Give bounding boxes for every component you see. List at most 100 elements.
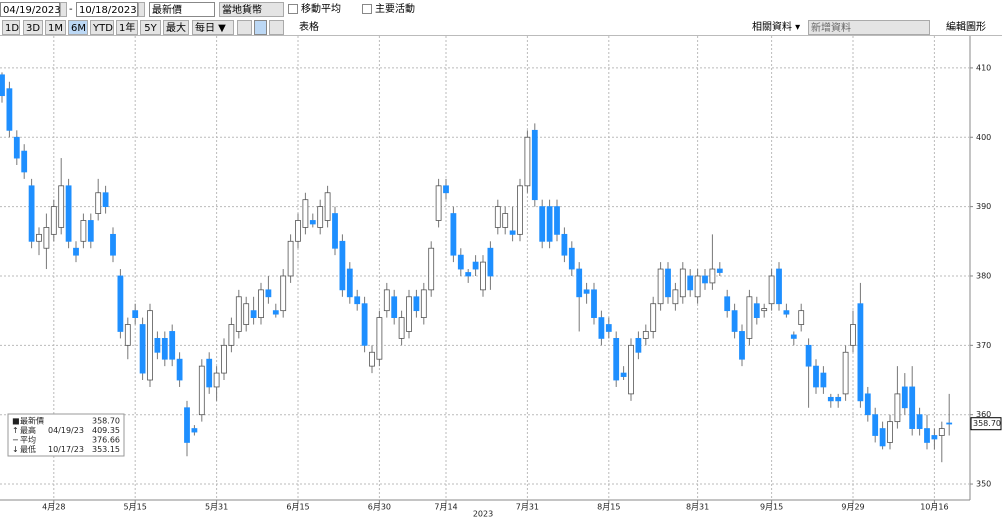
candle-body <box>524 136 531 187</box>
candle-body <box>265 289 272 298</box>
y-tick-label: 380 <box>976 271 991 280</box>
range-button[interactable]: 1M <box>45 20 66 35</box>
candle-body <box>502 213 509 228</box>
candle-body <box>650 303 657 332</box>
candle-body <box>139 324 146 374</box>
legend-date: 04/19/23 <box>48 426 84 435</box>
candle-body <box>43 227 50 249</box>
candle-body <box>346 268 353 298</box>
range-button[interactable]: 6M <box>68 20 88 35</box>
candle-body <box>435 185 442 221</box>
candle-body <box>842 351 849 395</box>
legend-marker: ↑ <box>12 426 19 435</box>
x-tick-label: 9月29 <box>841 503 864 512</box>
candle-body <box>739 331 745 360</box>
moving-average-label[interactable]: 移動平均 <box>301 4 341 15</box>
candle-body <box>413 296 420 312</box>
candle-body <box>605 324 612 332</box>
candle-body <box>790 334 797 339</box>
range-button[interactable]: YTD <box>90 20 114 35</box>
edit-chart-button[interactable]: 編輯圖形 <box>946 22 986 33</box>
legend-name: 最低 <box>20 444 36 454</box>
candle-body <box>302 199 309 228</box>
candle-body <box>931 435 938 440</box>
y-tick-label: 370 <box>976 341 991 350</box>
candle-body <box>95 192 102 214</box>
candle-body <box>28 185 35 242</box>
candle-body <box>850 324 856 346</box>
candle-body <box>635 337 642 353</box>
range-button[interactable]: 1年 <box>116 20 138 35</box>
candle-body <box>783 310 790 315</box>
candle-body <box>702 275 708 284</box>
range-button[interactable]: 1D <box>2 20 20 35</box>
legend-value: 353.15 <box>92 445 120 454</box>
candle-body <box>679 268 686 298</box>
candle-body <box>731 310 738 332</box>
candle-body <box>487 247 494 277</box>
end-date[interactable]: 10/18/2023 <box>76 2 138 17</box>
candle-body <box>391 296 398 318</box>
candle-body <box>87 220 94 242</box>
range-button[interactable]: 3D <box>23 20 43 35</box>
candle-body <box>184 407 190 443</box>
candle-body <box>243 303 250 325</box>
range-button[interactable]: 5Y <box>140 20 161 35</box>
candle-body <box>154 337 161 353</box>
candle-body <box>124 324 131 346</box>
candle-body <box>176 358 183 381</box>
last-price-tag <box>970 417 1002 431</box>
candle-body <box>539 206 546 242</box>
candle-body <box>280 275 287 312</box>
candle-body <box>561 233 568 256</box>
candle-body <box>924 428 930 443</box>
candle-body <box>354 296 361 305</box>
checkbox[interactable] <box>362 4 372 14</box>
candle-body <box>117 275 124 332</box>
related-button[interactable]: 相關資料 ▾ <box>752 22 801 33</box>
legend-value: 358.70 <box>92 417 120 426</box>
legend-name: 最新價 <box>20 416 44 426</box>
price-field[interactable]: 最新價 <box>149 2 215 17</box>
table-button[interactable]: 表格 <box>299 22 319 33</box>
candle-body <box>132 310 139 318</box>
candle-body <box>546 206 553 242</box>
currency-select[interactable]: 當地貨幣 <box>219 2 284 17</box>
candle-body <box>591 289 597 318</box>
candle-body <box>50 206 57 235</box>
add-data-input[interactable]: 新增資料 <box>808 20 930 35</box>
start-date[interactable]: 04/19/2023 <box>0 2 61 17</box>
candle-body <box>480 261 486 291</box>
candle-body <box>768 275 775 305</box>
checkbox[interactable] <box>288 4 298 14</box>
key-events-label[interactable]: 主要活動 <box>375 4 415 15</box>
x-tick-label: 7月31 <box>516 503 539 512</box>
candle-body <box>465 272 472 277</box>
frequency-select[interactable]: 每日 ▼ <box>192 20 234 35</box>
candle-body <box>894 393 901 423</box>
candle-body <box>531 129 538 201</box>
calendar-button[interactable] <box>138 2 145 17</box>
legend-name: 平均 <box>20 435 36 445</box>
candle-body <box>694 275 701 298</box>
tool-button[interactable] <box>254 20 267 35</box>
y-tick-label: 390 <box>976 202 991 211</box>
candle-body <box>879 428 886 447</box>
candle-body <box>642 331 649 339</box>
candle-body <box>250 310 257 318</box>
candle-body <box>687 275 694 291</box>
x-tick-label: 9月15 <box>760 503 783 512</box>
range-button[interactable]: 最大 <box>163 20 189 35</box>
candle-body <box>798 310 805 325</box>
calendar-button[interactable] <box>60 2 67 17</box>
tool-button[interactable] <box>237 20 252 35</box>
y-tick-label: 360 <box>976 410 991 419</box>
x-tick-label: 7月14 <box>434 503 457 512</box>
legend-marker: ↓ <box>12 445 19 454</box>
candle-body <box>339 240 346 291</box>
legend-value: 376.66 <box>92 436 120 445</box>
tool-button[interactable] <box>269 20 284 35</box>
candle-body <box>761 308 768 312</box>
candle-body <box>73 247 79 256</box>
